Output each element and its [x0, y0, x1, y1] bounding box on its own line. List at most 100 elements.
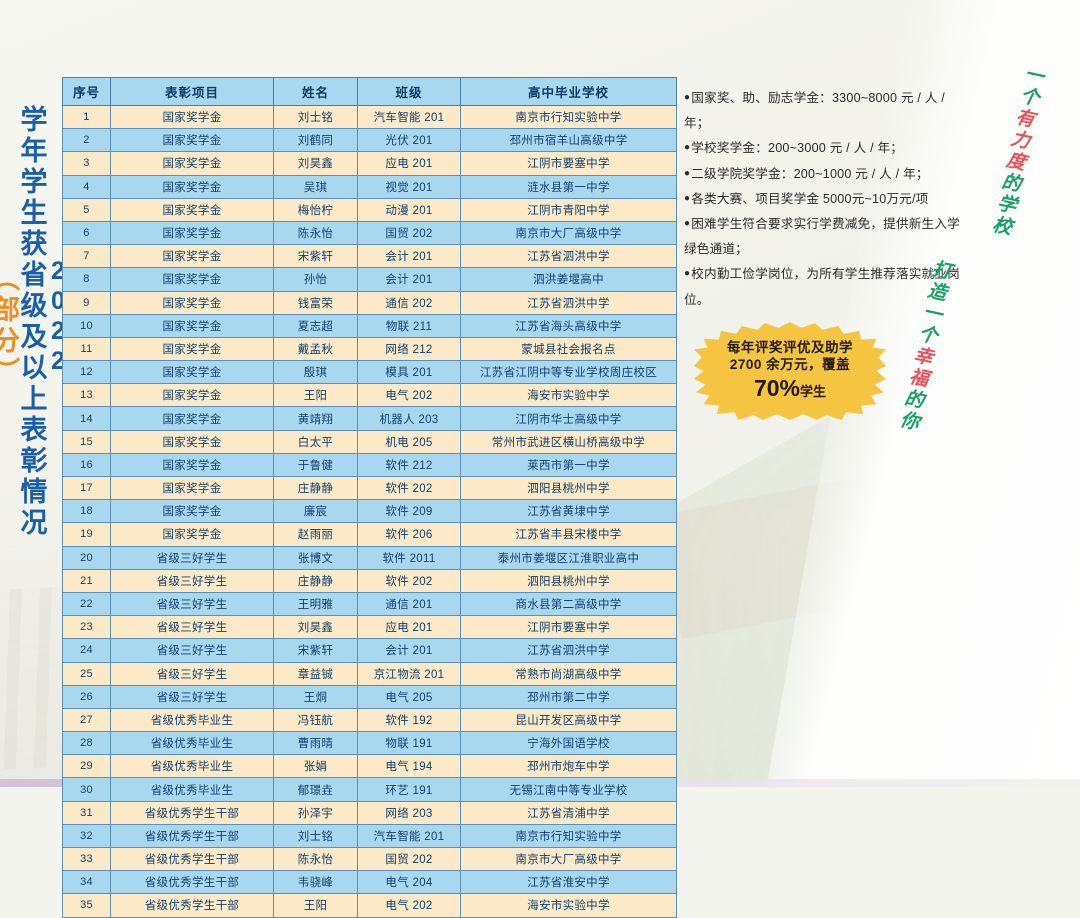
row-award: 国家奖学金	[110, 452, 274, 478]
row-index: 17	[62, 475, 111, 501]
row-award: 国家奖学金	[110, 128, 274, 153]
row-school: 江阴市要塞中学	[460, 151, 677, 176]
table-row: 6 国家奖学金 陈永怡 国贸 202 南京市大厂高级中学	[62, 220, 677, 246]
table-row: 17 国家奖学金 庄静静 软件 202 泗阳县桃州中学	[62, 475, 677, 501]
row-name: 王阳	[273, 383, 358, 408]
aid-bullet-text: 二级学院奖学金：200~1000 元 / 人 / 年；	[691, 166, 929, 181]
table-row: 11 国家奖学金 戴孟秋 网络 212 蒙城县社会报名点	[62, 336, 677, 362]
column-header-award: 表彰项目	[110, 77, 274, 106]
slogan-line-2: 打造一个幸福的你	[892, 257, 955, 435]
row-award: 省级优秀毕业生	[110, 731, 274, 756]
row-school: 泗阳县桃州中学	[460, 475, 677, 501]
row-school: 蒙城县社会报名点	[460, 336, 677, 362]
row-name: 王明雅	[273, 591, 358, 617]
row-class: 动漫 201	[357, 197, 461, 222]
row-class: 电气 202	[357, 893, 461, 918]
row-award: 国家奖学金	[110, 406, 274, 431]
row-award: 国家奖学金	[110, 151, 274, 176]
row-name: 张博文	[273, 545, 358, 570]
row-class: 物联 191	[357, 731, 461, 756]
row-award: 省级优秀学生干部	[110, 800, 274, 825]
row-index: 13	[62, 383, 111, 408]
row-class: 软件 2011	[357, 545, 461, 570]
slogan-line-1: 一个有力度的学校	[985, 62, 1048, 240]
row-index: 20	[62, 545, 111, 570]
table-row: 35 省级优秀学生干部 王阳 电气 202 海安市实验中学	[62, 893, 677, 918]
row-name: 韦骁峰	[273, 870, 358, 895]
row-name: 孙泽宇	[273, 800, 358, 825]
slogan-2c: 的你	[895, 386, 925, 434]
slogan-1a: 一个	[1015, 62, 1045, 110]
row-name: 庄静静	[273, 568, 358, 593]
row-award: 国家奖学金	[110, 267, 274, 292]
row-school: 泗洪姜堰高中	[460, 267, 677, 292]
row-award: 国家奖学金	[110, 313, 274, 338]
row-award: 省级优秀学生干部	[110, 823, 274, 849]
table-row: 1 国家奖学金 刘士铭 汽车智能 201 南京市行知实验中学	[62, 104, 677, 130]
row-award: 省级三好学生	[110, 638, 274, 663]
row-index: 16	[62, 452, 111, 478]
row-school: 无锡江南中等专业学校	[460, 777, 677, 802]
bullet-dot-icon: ●	[684, 92, 691, 103]
row-school: 泗阳县桃州中学	[460, 568, 677, 593]
row-school: 江苏省泗洪中学	[460, 290, 677, 315]
row-award: 省级三好学生	[110, 545, 274, 570]
row-class: 通信 201	[357, 591, 461, 617]
row-name: 钱富荣	[273, 290, 358, 315]
table-row: 5 国家奖学金 梅怡柠 动漫 201 江阴市青阳中学	[62, 197, 677, 222]
row-award: 国家奖学金	[110, 197, 274, 222]
table-row: 29 省级优秀毕业生 张娟 电气 194 邳州市炮车中学	[62, 754, 677, 779]
row-name: 陈永怡	[273, 846, 358, 872]
row-index: 32	[62, 823, 111, 849]
row-award: 国家奖学金	[110, 174, 274, 199]
awards-table-container: 序号 表彰项目 姓名 班级 高中毕业学校 1 国家奖学金 刘士铭 汽车智能 201 南京…	[62, 77, 677, 918]
table-body: 1 国家奖学金 刘士铭 汽车智能 201 南京市行知实验中学 2 国家奖学金 刘鹤同 光伏 20…	[62, 104, 677, 918]
row-school: 南京市大厂高级中学	[460, 220, 677, 246]
row-award: 省级三好学生	[110, 568, 274, 593]
row-index: 10	[62, 313, 111, 338]
row-index: 3	[62, 151, 111, 176]
row-award: 国家奖学金	[110, 360, 274, 385]
row-class: 电气 205	[357, 684, 461, 709]
table-row: 34 省级优秀学生干部 韦骁峰 电气 204 江苏省淮安中学	[62, 870, 677, 895]
row-name: 黄靖翔	[273, 406, 358, 431]
financial-aid-list: ●国家奖、助、励志学金：3300~8000 元 / 人 / 年； ●学校奖学金：2…	[684, 86, 969, 313]
row-class: 机器人 203	[357, 406, 461, 431]
row-name: 孙怡	[273, 267, 358, 292]
bullet-dot-icon: ●	[684, 167, 691, 179]
row-class: 会计 201	[357, 267, 461, 292]
row-index: 30	[62, 777, 111, 802]
table-row: 23 省级三好学生 刘昊鑫 应电 201 江阴市要塞中学	[62, 615, 677, 640]
column-header-name: 姓名	[273, 77, 358, 106]
row-school: 江苏省江阴中等专业学校周庄校区	[460, 360, 677, 385]
table-row: 19 国家奖学金 赵雨丽 软件 206 江苏省丰县宋楼中学	[62, 522, 677, 547]
row-index: 22	[62, 591, 111, 617]
bullet-dot-icon: ●	[684, 142, 691, 154]
row-school: 江苏省泗洪中学	[460, 638, 677, 663]
table-row: 18 国家奖学金 廉宸 软件 209 江苏省黄埭中学	[62, 499, 677, 524]
row-class: 环艺 191	[357, 777, 461, 802]
row-name: 刘士铭	[273, 104, 358, 130]
row-school: 南京市大厂高级中学	[460, 846, 677, 872]
row-name: 廉宸	[273, 499, 358, 524]
table-row: 30 省级优秀毕业生 郁璟垚 环艺 191 无锡江南中等专业学校	[62, 777, 677, 802]
row-award: 国家奖学金	[110, 220, 274, 246]
row-school: 江苏省淮安中学	[460, 870, 677, 895]
row-school: 江苏省丰县宋楼中学	[460, 522, 677, 547]
row-index: 7	[62, 244, 111, 269]
table-row: 2 国家奖学金 刘鹤同 光伏 201 邳州市宿羊山高级中学	[62, 128, 677, 153]
row-index: 6	[62, 220, 111, 246]
slogan-1b: 有力度	[1001, 105, 1036, 175]
table-row: 12 国家奖学金 殷琪 模具 201 江苏省江阴中等专业学校周庄校区	[62, 360, 677, 385]
row-name: 王烔	[273, 684, 358, 709]
row-index: 28	[62, 731, 111, 756]
row-name: 吴琪	[273, 174, 358, 199]
row-school: 泰州市姜堰区江淮职业高中	[460, 545, 677, 570]
row-class: 电气 204	[357, 870, 461, 895]
title-suffix: （部分）	[0, 264, 19, 388]
row-index: 1	[62, 104, 111, 130]
slogan-2b: 幸福	[904, 343, 934, 391]
row-class: 通信 202	[357, 290, 461, 315]
row-school: 宁海外国语学校	[460, 731, 677, 756]
row-class: 光伏 201	[357, 128, 461, 153]
